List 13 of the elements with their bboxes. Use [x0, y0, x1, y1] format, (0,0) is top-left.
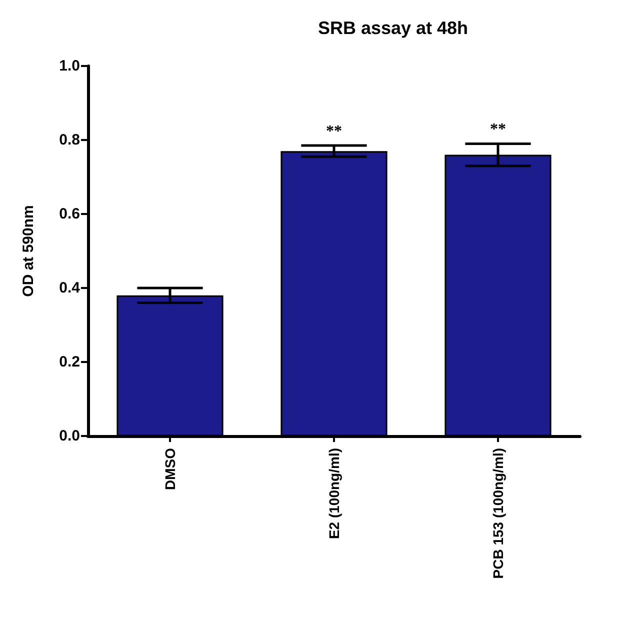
chart-title: SRB assay at 48h	[318, 18, 468, 38]
y-axis-title: OD at 590nm	[20, 205, 37, 297]
y-tick-label: 0.8	[59, 132, 80, 148]
annotation: **	[490, 121, 506, 138]
x-tick-label: PCB 153 (100ng/ml)	[490, 448, 506, 579]
y-tick-label: 0.2	[59, 354, 80, 370]
y-tick-label: 1.0	[59, 58, 80, 74]
y-tick-label: 0.4	[59, 280, 81, 296]
x-tick-label: DMSO	[162, 448, 178, 490]
annotation: **	[326, 123, 342, 140]
y-tick-label: 0.0	[59, 428, 80, 444]
y-tick-label: 0.6	[59, 206, 80, 222]
x-tick-label: E2 (100ng/ml)	[326, 448, 342, 540]
